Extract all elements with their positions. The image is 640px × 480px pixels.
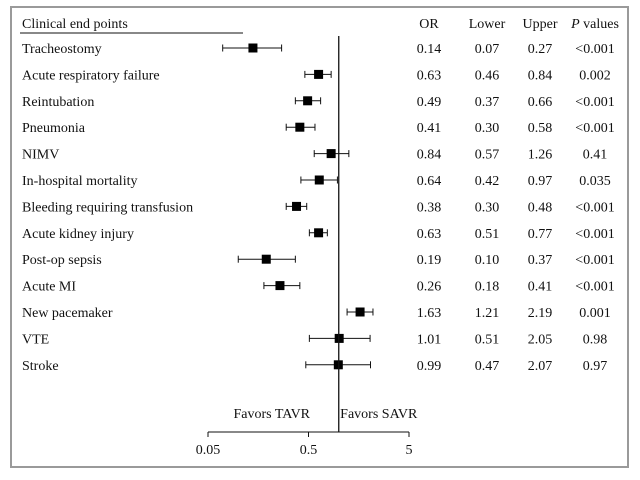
upper-value: 0.37 xyxy=(528,253,553,268)
upper-value: 0.41 xyxy=(528,280,553,295)
upper-value: 0.58 xyxy=(528,121,553,136)
or-value: 0.99 xyxy=(417,359,442,374)
upper-value: 0.77 xyxy=(528,227,553,242)
header-endpoints: Clinical end points xyxy=(22,17,128,32)
lower-value: 0.10 xyxy=(475,253,500,268)
header-p-suffix: values xyxy=(580,17,619,32)
p-value: 0.001 xyxy=(579,306,611,321)
endpoint-label: Acute respiratory failure xyxy=(22,68,160,83)
p-value: 0.41 xyxy=(583,148,608,163)
lower-value: 0.37 xyxy=(475,95,500,110)
endpoint-label: Acute kidney injury xyxy=(22,227,134,242)
lower-value: 0.51 xyxy=(475,227,500,242)
endpoint-label: In-hospital mortality xyxy=(22,174,137,189)
or-value: 0.19 xyxy=(417,253,442,268)
x-tick-label: 0.5 xyxy=(300,443,318,458)
p-value: <0.001 xyxy=(575,227,614,242)
odds-ratio-marker xyxy=(314,228,324,238)
x-tick-label: 5 xyxy=(406,443,413,458)
favors-savr-label: Favors SAVR xyxy=(340,407,418,422)
or-value: 0.63 xyxy=(417,227,442,242)
lower-value: 0.51 xyxy=(475,332,500,347)
header-lower: Lower xyxy=(469,17,506,32)
or-value: 0.49 xyxy=(417,95,442,110)
upper-value: 1.26 xyxy=(528,148,553,163)
endpoint-label: New pacemaker xyxy=(22,306,113,321)
endpoint-label: Tracheostomy xyxy=(22,42,102,57)
lower-value: 0.57 xyxy=(475,148,500,163)
upper-value: 0.66 xyxy=(528,95,553,110)
odds-ratio-marker xyxy=(275,281,285,291)
endpoint-label: Bleeding requiring transfusion xyxy=(22,200,193,215)
upper-value: 2.07 xyxy=(528,359,553,374)
lower-value: 0.30 xyxy=(475,121,500,136)
lower-value: 0.18 xyxy=(475,280,500,295)
odds-ratio-marker xyxy=(314,175,324,185)
or-value: 0.64 xyxy=(417,174,442,189)
header-upper: Upper xyxy=(523,17,558,32)
odds-ratio-marker xyxy=(355,307,365,317)
or-value: 0.63 xyxy=(417,68,442,83)
lower-value: 0.07 xyxy=(475,42,500,57)
odds-ratio-marker xyxy=(295,122,305,132)
p-value: 0.97 xyxy=(583,359,608,374)
p-value: <0.001 xyxy=(575,42,614,57)
p-value: <0.001 xyxy=(575,95,614,110)
odds-ratio-marker xyxy=(248,43,258,53)
upper-value: 2.19 xyxy=(528,306,553,321)
p-value: 0.002 xyxy=(579,68,611,83)
endpoint-label: Acute MI xyxy=(22,280,76,295)
upper-value: 0.48 xyxy=(528,200,553,215)
or-value: 0.26 xyxy=(417,280,442,295)
header-or: OR xyxy=(419,17,439,32)
x-tick-label: 0.05 xyxy=(196,443,221,458)
endpoint-label: Pneumonia xyxy=(22,121,86,136)
p-value: <0.001 xyxy=(575,200,614,215)
or-value: 0.38 xyxy=(417,200,442,215)
lower-value: 0.42 xyxy=(475,174,500,189)
p-value: <0.001 xyxy=(575,280,614,295)
favors-tavr-label: Favors TAVR xyxy=(233,407,310,422)
lower-value: 1.21 xyxy=(475,306,500,321)
or-value: 1.63 xyxy=(417,306,442,321)
odds-ratio-marker xyxy=(261,254,271,264)
marks-group xyxy=(222,43,374,370)
upper-value: 0.27 xyxy=(528,42,553,57)
lower-value: 0.47 xyxy=(475,359,500,374)
upper-value: 2.05 xyxy=(528,332,553,347)
endpoint-label: Stroke xyxy=(22,359,59,374)
odds-ratio-marker xyxy=(326,149,336,159)
endpoint-label: Reintubation xyxy=(22,95,94,110)
endpoint-label: VTE xyxy=(22,332,49,347)
odds-ratio-marker xyxy=(292,201,302,211)
p-value: 0.035 xyxy=(579,174,611,189)
rows-group: Tracheostomy 0.14 0.07 0.27 <0.001 Acute resp… xyxy=(22,42,615,374)
or-value: 0.41 xyxy=(417,121,442,136)
endpoint-label: Post-op sepsis xyxy=(22,253,102,268)
p-value: <0.001 xyxy=(575,253,614,268)
odds-ratio-marker xyxy=(303,96,313,106)
lower-value: 0.46 xyxy=(475,68,500,83)
upper-value: 0.97 xyxy=(528,174,553,189)
p-value: 0.98 xyxy=(583,332,608,347)
p-value: <0.001 xyxy=(575,121,614,136)
endpoint-label: NIMV xyxy=(22,148,59,163)
header-p-italic: P xyxy=(570,17,580,32)
lower-value: 0.30 xyxy=(475,200,500,215)
or-value: 0.84 xyxy=(417,148,442,163)
or-value: 1.01 xyxy=(417,332,442,347)
upper-value: 0.84 xyxy=(528,68,553,83)
header-p-values: P values xyxy=(570,17,619,32)
odds-ratio-marker xyxy=(314,69,324,79)
or-value: 0.14 xyxy=(417,42,442,57)
x-ticks: 0.05 0.5 5 xyxy=(196,432,413,458)
